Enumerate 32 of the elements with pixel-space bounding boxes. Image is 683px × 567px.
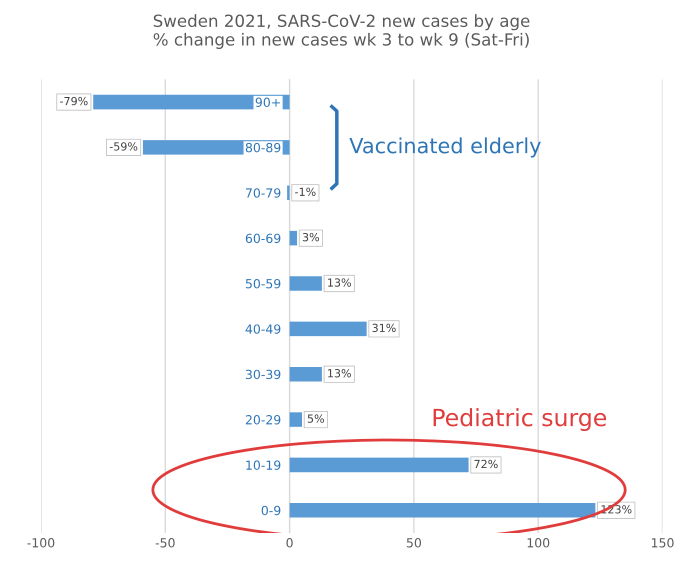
y-tick-label: 60-69 (246, 234, 280, 244)
y-tick-label: 90+ (256, 98, 280, 107)
data-label: 13% (328, 369, 351, 378)
y-tick-label: 70-79 (246, 188, 280, 198)
x-tick-label: 100 (528, 538, 550, 548)
bar (290, 503, 596, 518)
data-label: 13% (328, 278, 351, 287)
bar (287, 186, 290, 200)
bar (290, 366, 322, 382)
x-tick-label: 50 (406, 538, 422, 548)
y-tick-label: 0-9 (262, 506, 280, 516)
x-tick-label: -100 (27, 538, 54, 548)
data-label: 3% (302, 232, 320, 242)
y-tick-label: 50-59 (246, 278, 280, 288)
y-tick-label: 30-39 (246, 370, 280, 380)
x-tick-label: 0 (286, 538, 293, 548)
data-label: -1% (295, 188, 316, 196)
y-tick-label: 40-49 (246, 324, 280, 334)
x-tick-label: 150 (652, 538, 674, 548)
y-tick-label: 80-89 (246, 142, 280, 152)
bar (290, 276, 322, 291)
data-label: -59% (110, 142, 138, 151)
annotation: Pediatric surge (434, 408, 606, 432)
data-label: -79% (60, 96, 88, 106)
data-label: 31% (372, 324, 396, 332)
y-tick-label: 10-19 (246, 460, 280, 470)
x-tick-label: -50 (156, 538, 175, 548)
data-label: 72% (474, 460, 498, 468)
chart-title: Sweden 2021, SARS-CoV-2 new cases by age % change in new cases wk 3 to wk 9 (Sat-Fri) (154, 14, 530, 49)
data-label: 5% (308, 414, 324, 423)
annotation: Vaccinated elderly (349, 137, 541, 158)
y-tick-label: 20-29 (246, 415, 280, 425)
